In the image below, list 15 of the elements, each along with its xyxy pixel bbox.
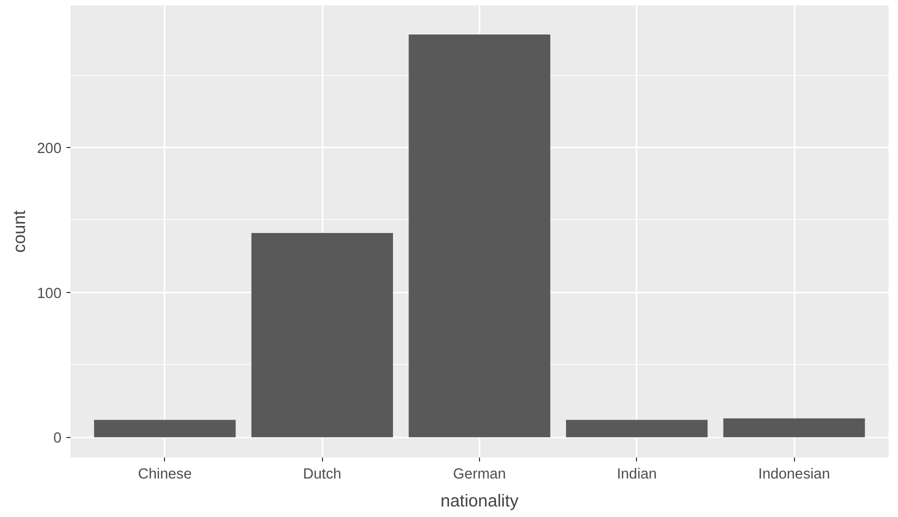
x-tick-label: Dutch	[303, 466, 342, 482]
y-tick-label: 0	[53, 430, 62, 447]
y-tick-label: 100	[37, 286, 62, 302]
x-tick-label: Chinese	[138, 466, 192, 482]
x-tick-label: Indonesian	[758, 466, 830, 482]
y-tick-label: 200	[37, 140, 62, 157]
y-axis-title: count	[9, 210, 30, 253]
bar	[723, 418, 865, 438]
bar	[251, 232, 393, 438]
x-tick-label: German	[453, 466, 506, 482]
x-tick-label: Indian	[616, 466, 657, 482]
x-axis-title: nationality	[440, 490, 519, 510]
bar	[566, 420, 708, 438]
bar	[94, 420, 236, 438]
bar	[408, 34, 550, 438]
